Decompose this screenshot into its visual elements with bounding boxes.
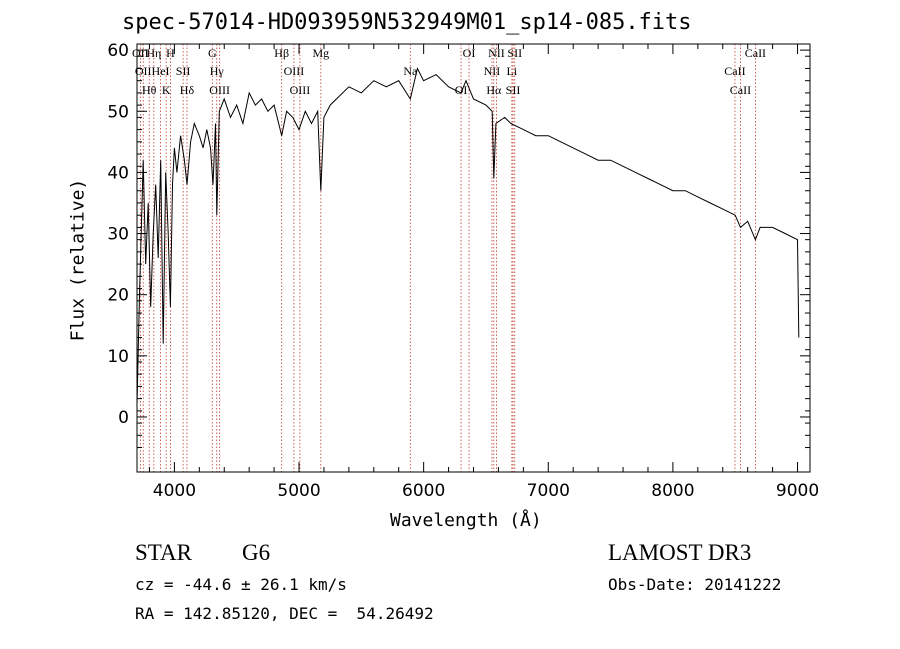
line-marker-label: OIII [209,83,230,97]
spectrum-line [136,67,800,405]
y-tick-label: 0 [118,408,129,428]
x-tick-label: 9000 [776,481,819,501]
line-marker-label: K [162,83,171,97]
y-tick-label: 50 [107,102,129,122]
line-marker-label: HeI [152,64,170,78]
survey-label: LAMOST DR3 [608,540,752,565]
line-marker-label: NII [484,64,501,78]
coords-text: RA = 142.85120, DEC = 54.26492 [135,604,434,623]
line-marker-label: Hβ [274,46,289,60]
line-marker-label: CaII [730,83,751,97]
x-axis-label: Wavelength (Å) [390,510,542,531]
x-tick-label: 7000 [527,481,570,501]
line-marker-label: Hη [146,46,161,60]
y-axis-ticks: 0 10 20 30 40 50 60 [107,41,810,449]
line-marker-label: CaII [745,46,766,60]
line-marker-label: Hδ [180,83,195,97]
line-marker-label: Hγ [210,64,225,78]
x-axis-ticks: 4000 5000 6000 7000 8000 9000 [148,44,819,501]
x-tick-label: 4000 [153,481,196,501]
line-marker-label: OI [463,46,476,60]
class-label: STAR [135,540,192,565]
obs-date-text: Obs-Date: 20141222 [608,575,782,594]
line-marker-label: SII [176,64,191,78]
line-marker-label: Mg [312,46,329,60]
line-marker-label: Na [403,64,418,78]
x-tick-label: 8000 [651,481,694,501]
line-marker-label: OIII [290,83,311,97]
redshift-text: cz = -44.6 ± 26.1 km/s [135,575,347,594]
line-marker-label: H [166,46,175,60]
y-axis-label: Flux (relative) [67,178,89,342]
line-marker-label: G [208,46,217,60]
x-tick-label: 5000 [277,481,320,501]
y-tick-label: 10 [107,347,129,367]
y-tick-label: 20 [107,286,129,306]
line-marker-labels: OIIOIIHθHηHeIKHSIIHδGHγOIIIHβOIIIOIIIMgN… [132,46,766,97]
line-marker-label: SII [506,83,521,97]
line-markers [139,44,756,472]
x-tick-label: 6000 [402,481,445,501]
line-marker-label: OI [455,83,468,97]
line-marker-label: Hα [486,83,502,97]
subclass-label: G6 [242,540,271,565]
y-tick-label: 40 [107,163,129,183]
line-marker-label: Hθ [142,83,157,97]
line-marker-label: OIII [284,64,305,78]
line-marker-label: OII [135,64,152,78]
y-tick-label: 60 [107,41,129,61]
line-marker-label: Li [507,64,518,78]
y-tick-label: 30 [107,225,129,245]
line-marker-label: CaII [724,64,745,78]
chart-title: spec-57014-HD093959N532949M01_sp14-085.f… [122,10,692,35]
line-marker-label: SII [507,46,522,60]
line-marker-label: OII [132,46,149,60]
line-marker-label: NII [488,46,505,60]
